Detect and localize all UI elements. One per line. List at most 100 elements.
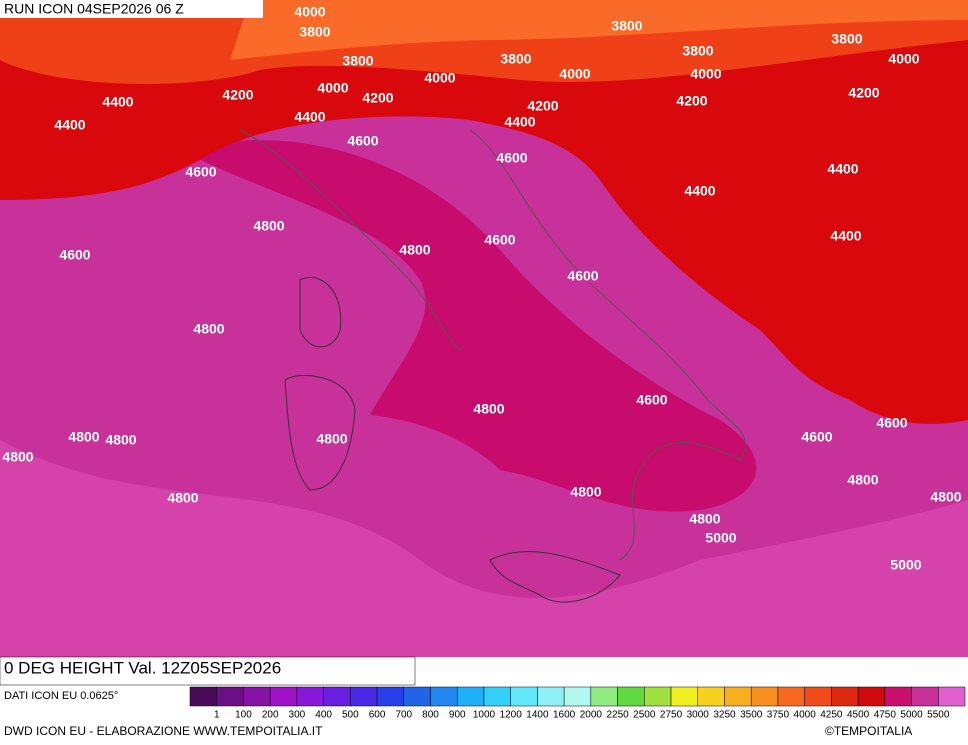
colorbar-swatch (296, 686, 324, 707)
colorbar-label: 4750 (874, 710, 897, 721)
contour-label: 4400 (102, 94, 133, 110)
colorbar-label: 800 (422, 710, 439, 721)
colorbar-label: 3500 (740, 710, 763, 721)
contour-label: 3800 (500, 51, 531, 67)
colorbar-swatch (243, 686, 271, 707)
colorbar: 1 100 200 300 400 500 600 700 800 900 1000 1200 1400… (189, 686, 966, 721)
contour-label: 5000 (890, 557, 921, 573)
colorbar-label: 4000 (794, 710, 817, 721)
colorbar-label: 5000 (900, 710, 923, 721)
header-title: RUN ICON 04SEP2026 06 Z (4, 1, 184, 17)
colorbar-swatch (670, 686, 699, 707)
map-background (0, 0, 968, 657)
contour-label: 5000 (705, 530, 736, 546)
colorbar-label: 600 (369, 710, 386, 721)
contour-label: 4800 (570, 484, 601, 500)
colorbar-label: 900 (449, 710, 466, 721)
colorbar-swatch (884, 686, 912, 707)
contour-label: 4600 (484, 232, 515, 248)
colorbar-swatch (269, 686, 298, 707)
colorbar-swatch (644, 686, 672, 707)
contour-label: 4800 (2, 449, 33, 465)
colorbar-swatch (911, 686, 939, 707)
colorbar-swatch (697, 686, 725, 707)
colorbar-label: 200 (262, 710, 279, 721)
contour-label: 4600 (876, 415, 907, 431)
contour-label: 4000 (559, 66, 590, 82)
contour-label: 4200 (676, 93, 707, 109)
contour-label: 4800 (399, 242, 430, 258)
colorbar-label: 700 (395, 710, 412, 721)
colorbar-label: 5500 (927, 710, 950, 721)
contour-label: 4800 (167, 490, 198, 506)
colorbar-swatch (216, 686, 244, 707)
contour-label: 4600 (59, 247, 90, 263)
colorbar-label: 4250 (820, 710, 843, 721)
footer-source: DATI ICON EU 0.0625° (4, 690, 118, 702)
colorbar-label: 2000 (580, 710, 603, 721)
colorbar-swatch (563, 686, 592, 707)
colorbar-swatch (831, 686, 859, 707)
contour-label: 4200 (848, 85, 879, 101)
colorbar-swatch (350, 686, 378, 707)
contour-label: 3800 (682, 43, 713, 59)
contour-label: 4000 (888, 51, 919, 67)
contour-label: 4000 (690, 66, 721, 82)
contour-label: 4800 (316, 431, 347, 447)
colorbar-label: 1400 (526, 710, 549, 721)
contour-label: 4000 (317, 80, 348, 96)
contour-label: 4600 (636, 392, 667, 408)
contour-label: 3800 (831, 31, 862, 47)
colorbar-label: 1200 (500, 710, 523, 721)
contour-label: 4600 (567, 268, 598, 284)
contour-label: 4800 (847, 472, 878, 488)
contour-label: 4800 (473, 401, 504, 417)
contour-label: 4400 (830, 228, 861, 244)
colorbar-swatch (510, 686, 538, 707)
contour-label: 4400 (54, 117, 85, 133)
colorbar-swatch (617, 686, 645, 707)
contour-label: 4600 (801, 429, 832, 445)
colorbar-label: 3750 (767, 710, 790, 721)
contour-label: 4000 (424, 70, 455, 86)
colorbar-swatch (938, 686, 966, 707)
colorbar-swatch (430, 686, 458, 707)
colorbar-label: 1000 (473, 710, 496, 721)
colorbar-swatch (750, 686, 779, 707)
footer-title: 0 DEG HEIGHT Val. 12Z05SEP2026 (4, 658, 281, 677)
contour-label: 4400 (684, 183, 715, 199)
contour-label: 4800 (68, 429, 99, 445)
colorbar-label: 3000 (687, 710, 710, 721)
contour-label: 4800 (105, 432, 136, 448)
colorbar-swatch (456, 686, 485, 707)
contour-label: 4200 (222, 87, 253, 103)
colorbar-label: 4500 (847, 710, 870, 721)
colorbar-label: 100 (235, 710, 252, 721)
contour-label: 3800 (611, 18, 642, 34)
contour-label: 4800 (193, 321, 224, 337)
colorbar-label: 3250 (713, 710, 736, 721)
contour-label: 3800 (342, 53, 373, 69)
contour-label: 4600 (347, 133, 378, 149)
colorbar-swatch (376, 686, 405, 707)
contour-label: 4800 (253, 218, 284, 234)
colorbar-label: 1600 (553, 710, 576, 721)
colorbar-swatch (323, 686, 351, 707)
contour-label: 4400 (827, 161, 858, 177)
colorbar-swatch (189, 686, 217, 707)
footer-title-box (0, 656, 416, 686)
contour-label: 4800 (689, 511, 720, 527)
footer-credit: DWD ICON EU - ELABORAZIONE WWW.TEMPOITAL… (4, 724, 323, 738)
contour-label: 4400 (504, 114, 535, 130)
colorbar-label: 300 (289, 710, 306, 721)
colorbar-label: 400 (315, 710, 332, 721)
colorbar-swatch (403, 686, 431, 707)
contour-label: 4000 (294, 4, 325, 20)
header-box (0, 0, 263, 18)
colorbar-label: 2750 (660, 710, 683, 721)
colorbar-swatch (804, 686, 832, 707)
colorbar-label: 500 (342, 710, 359, 721)
colorbar-label: 2250 (606, 710, 629, 721)
